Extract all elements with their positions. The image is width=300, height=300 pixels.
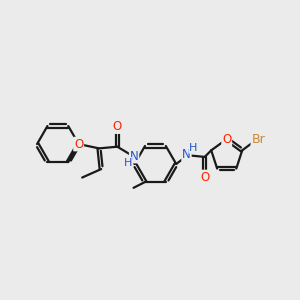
Text: H: H (189, 143, 197, 153)
Text: O: O (74, 138, 83, 151)
Text: O: O (222, 133, 231, 146)
Text: Br: Br (251, 133, 265, 146)
Text: N: N (130, 150, 139, 163)
Text: O: O (200, 170, 209, 184)
Text: H: H (123, 158, 132, 168)
Text: N: N (182, 148, 191, 161)
Text: O: O (113, 120, 122, 133)
